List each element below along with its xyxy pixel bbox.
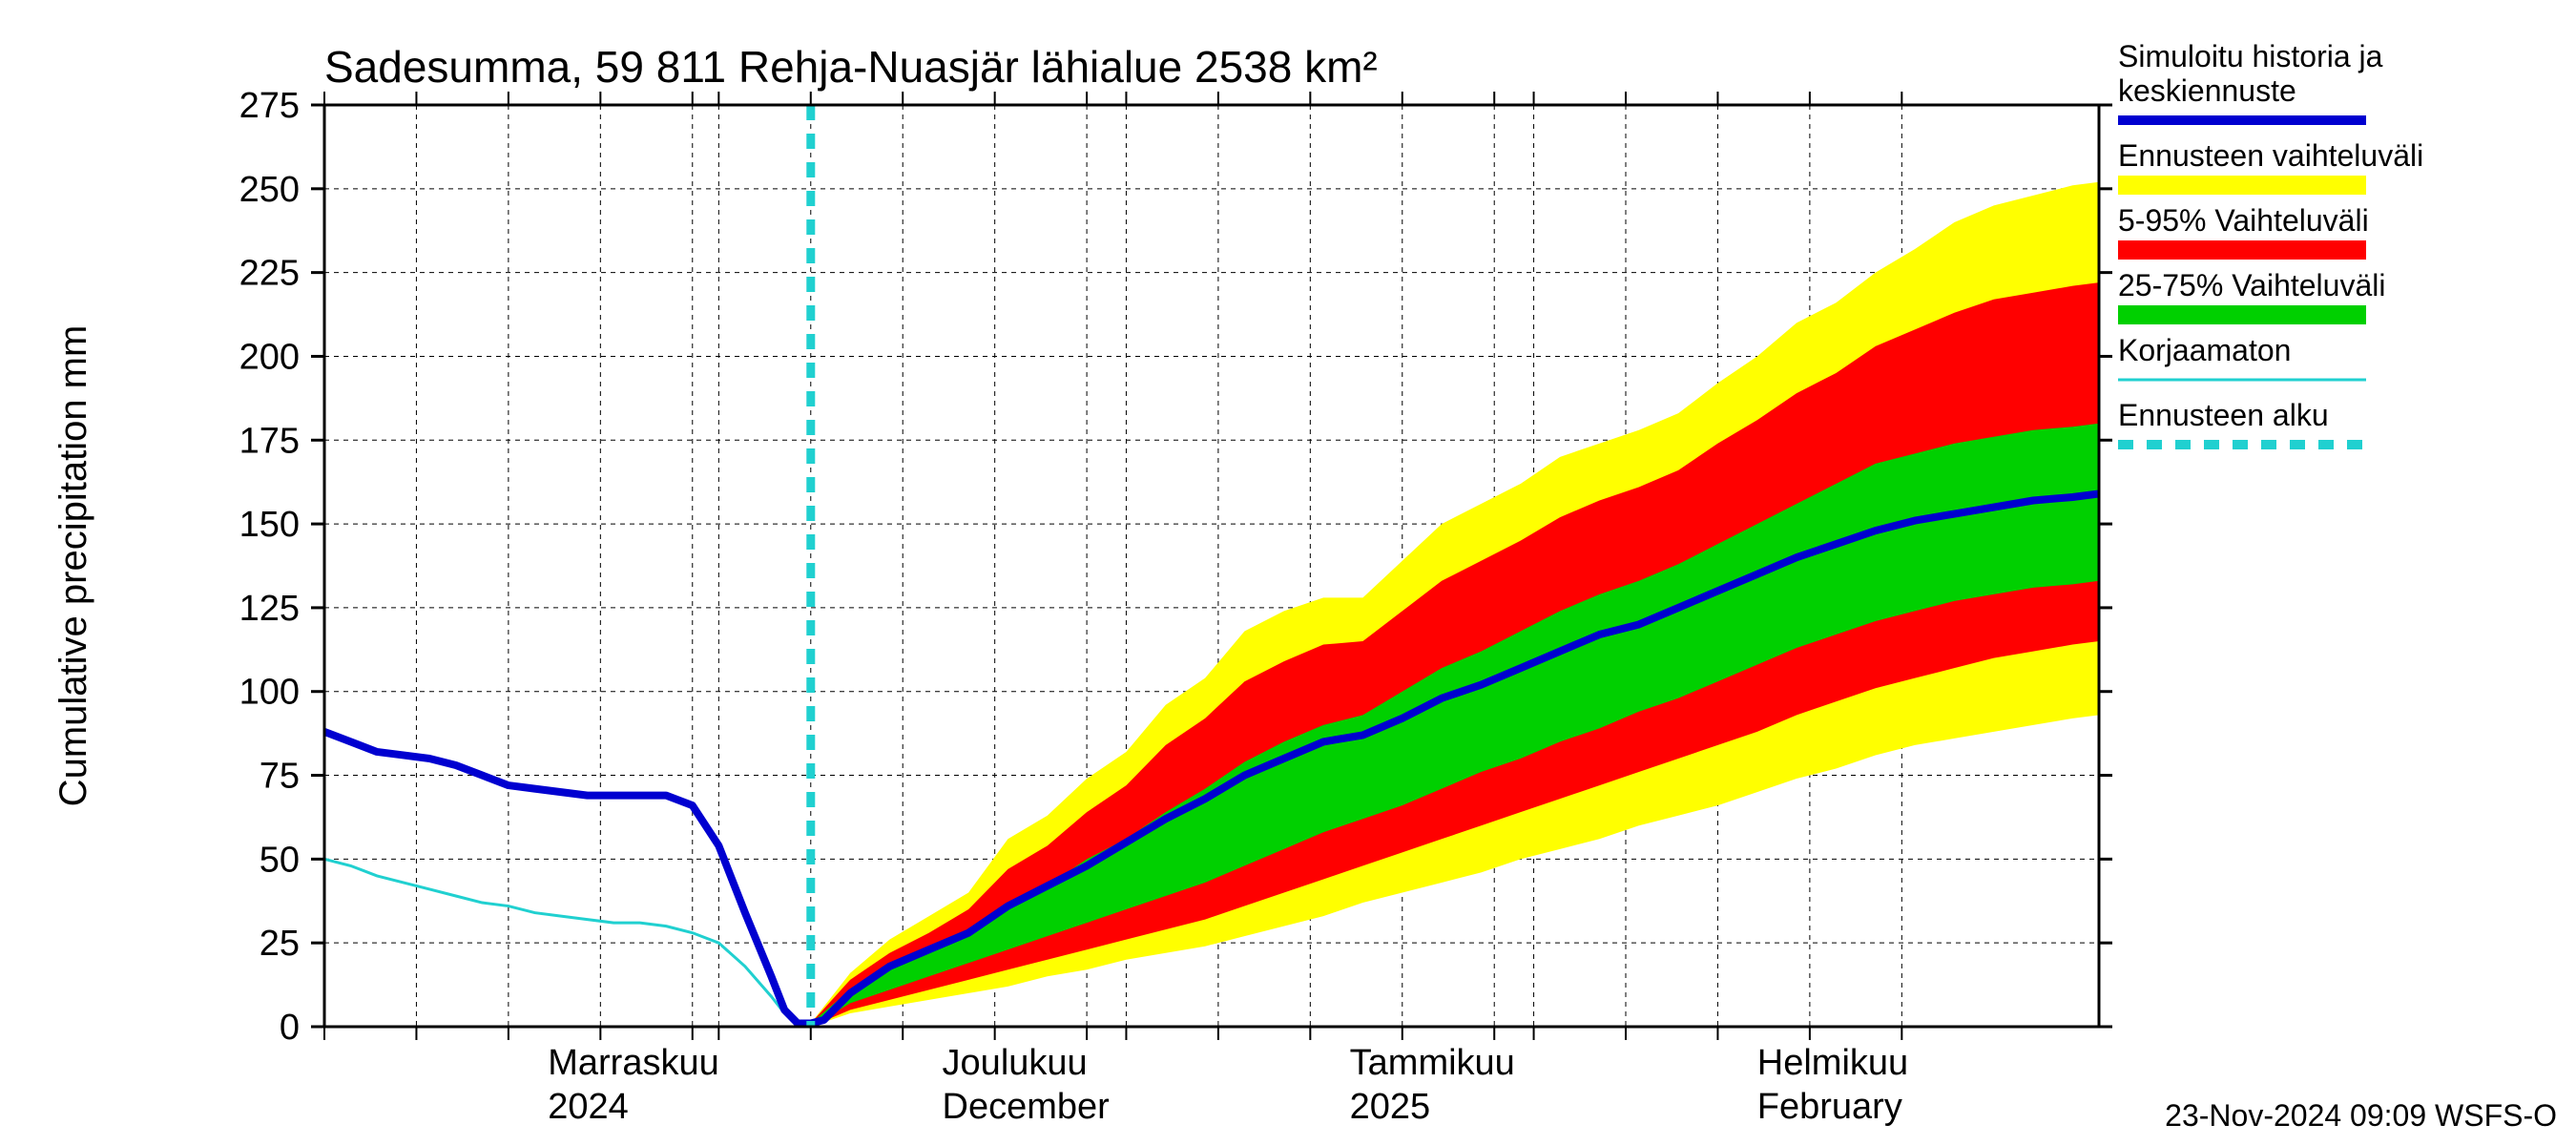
x-month-label-top: Joulukuu [943, 1043, 1088, 1083]
legend-label: 25-75% Vaihteluväli [2118, 268, 2385, 302]
y-tick-label: 225 [239, 254, 300, 294]
y-tick-label: 125 [239, 589, 300, 629]
y-tick-label: 150 [239, 505, 300, 545]
legend-label: Ennusteen vaihteluväli [2118, 138, 2423, 173]
x-month-label-bottom: February [1757, 1087, 1902, 1127]
y-tick-label: 75 [260, 757, 300, 797]
legend-label: Korjaamaton [2118, 333, 2291, 367]
y-tick-label: 25 [260, 924, 300, 964]
y-tick-label: 200 [239, 337, 300, 377]
y-tick-label: 275 [239, 86, 300, 126]
y-tick-label: 250 [239, 170, 300, 210]
y-tick-label: 100 [239, 673, 300, 713]
x-month-label-bottom: December [943, 1087, 1111, 1127]
x-month-label-top: Helmikuu [1757, 1043, 1908, 1083]
y-tick-label: 0 [280, 1008, 300, 1048]
y-tick-label: 50 [260, 840, 300, 880]
x-month-label-top: Tammikuu [1350, 1043, 1515, 1083]
legend-label: Ennusteen alku [2118, 398, 2329, 432]
y-tick-label: 175 [239, 421, 300, 461]
y-axis-label: Cumulative precipitation mm [52, 325, 94, 807]
legend-label: Simuloitu historia ja [2118, 39, 2383, 73]
x-month-label-bottom: 2024 [548, 1087, 629, 1127]
footer-timestamp: 23-Nov-2024 09:09 WSFS-O [2165, 1098, 2557, 1133]
chart-container: 0 25 50 75 100 125 150 175 200 225 250 275 Marraskuu… [0, 0, 2576, 1145]
legend-label: keskiennuste [2118, 73, 2296, 108]
legend: Simuloitu historia jakeskiennuste Ennuste… [2118, 39, 2423, 445]
chart-title: Sadesumma, 59 811 Rehja-Nuasjär lähialue… [324, 42, 1378, 92]
forecast-bands [811, 182, 2099, 1027]
x-month-label-bottom: 2025 [1350, 1087, 1431, 1127]
legend-label: 5-95% Vaihteluväli [2118, 203, 2369, 238]
chart-svg: 0 25 50 75 100 125 150 175 200 225 250 275 Marraskuu… [0, 0, 2576, 1145]
x-month-label-top: Marraskuu [548, 1043, 719, 1083]
